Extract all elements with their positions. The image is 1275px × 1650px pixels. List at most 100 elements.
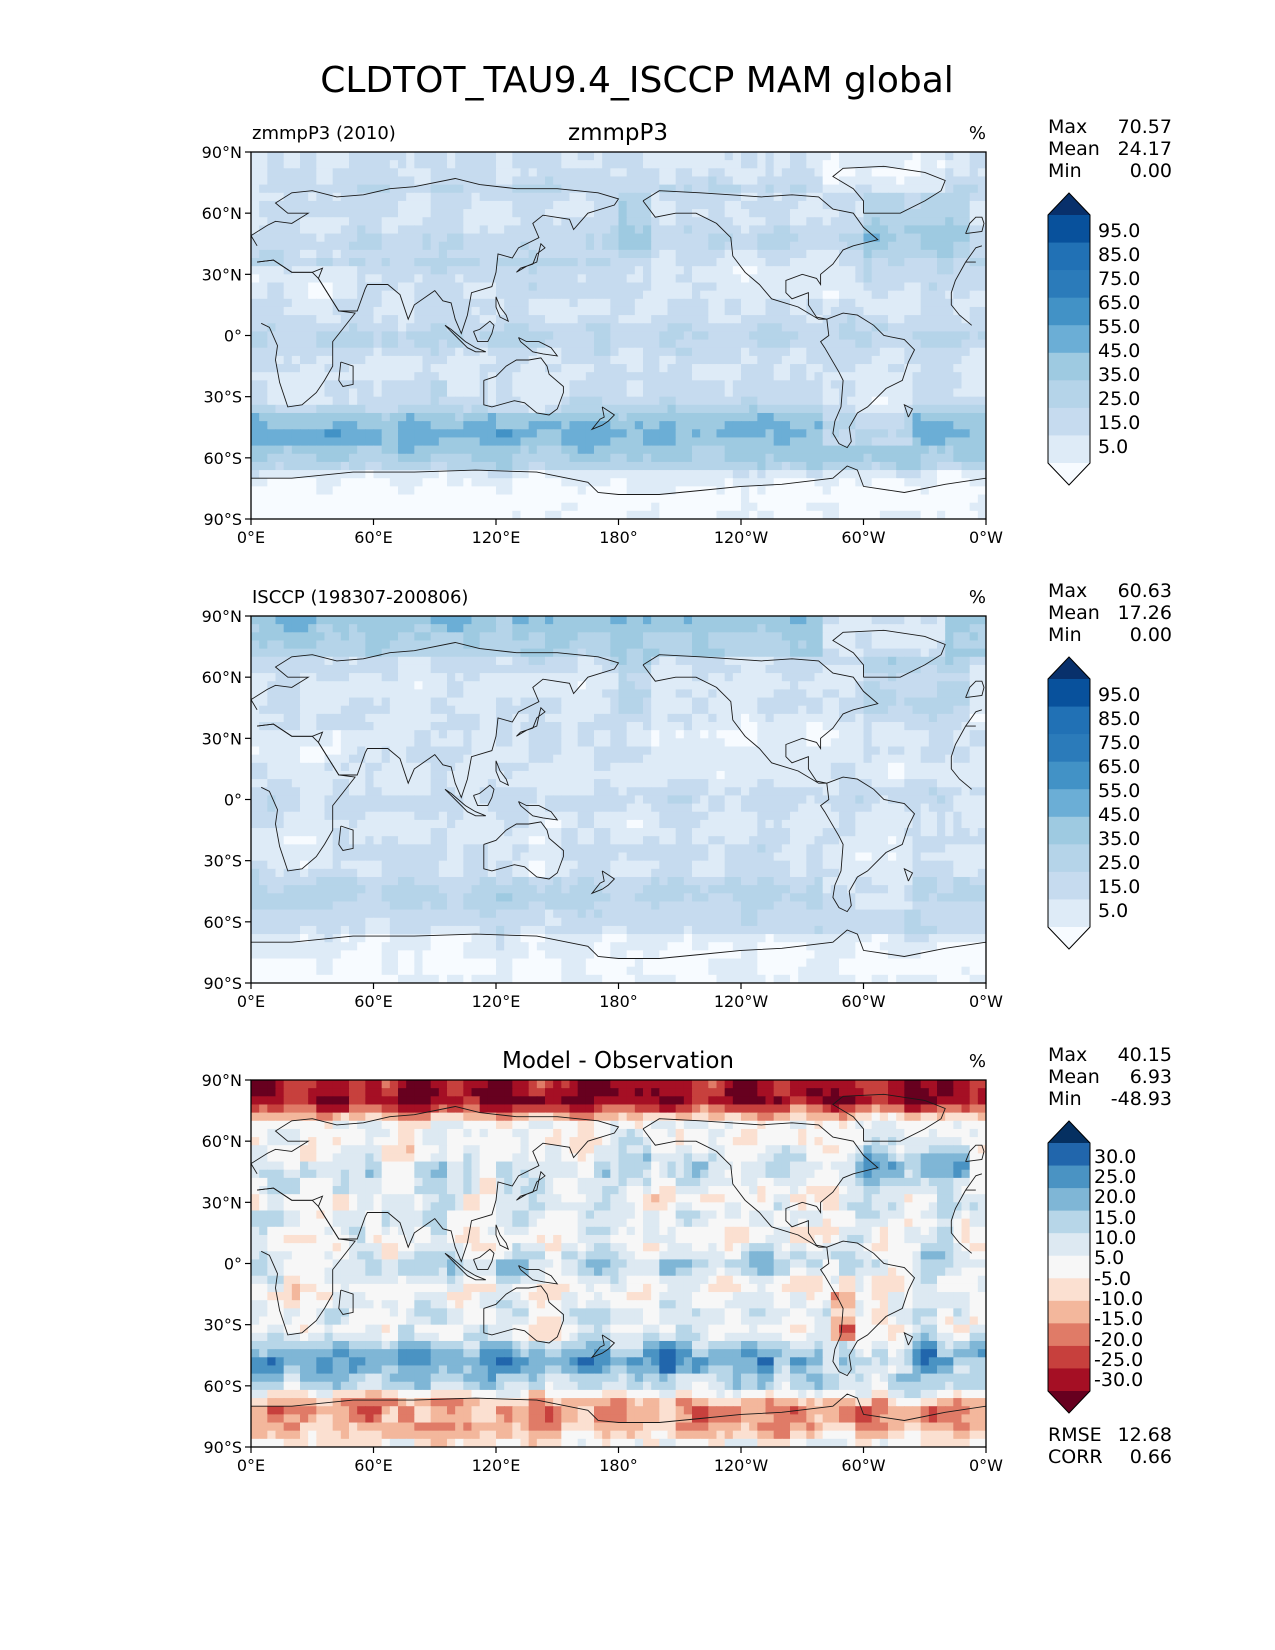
- heatmap-cell: [479, 152, 489, 161]
- heatmap-cell: [659, 298, 669, 308]
- heatmap-cell: [765, 664, 775, 674]
- heatmap-cell: [365, 478, 375, 487]
- heatmap-cell: [553, 429, 562, 439]
- heatmap-cell: [545, 200, 554, 210]
- heatmap-cell: [961, 502, 971, 512]
- heatmap-cell: [879, 624, 889, 633]
- heatmap-cell: [781, 388, 791, 398]
- heatmap-cell: [732, 274, 742, 284]
- heatmap-cell: [855, 364, 865, 373]
- heatmap-cell: [928, 225, 938, 235]
- heatmap-cell: [871, 298, 881, 308]
- heatmap-cell: [888, 347, 897, 357]
- heatmap-cell: [937, 412, 946, 422]
- heatmap-cell: [977, 502, 986, 512]
- heatmap-cell: [830, 640, 840, 650]
- heatmap-cell: [667, 486, 677, 496]
- heatmap-cell: [528, 225, 538, 235]
- heatmap-cell: [757, 364, 767, 373]
- heatmap-cell: [610, 412, 620, 422]
- heatmap-cell: [300, 470, 309, 479]
- heatmap-cell: [724, 192, 734, 202]
- heatmap-cell: [822, 249, 832, 259]
- heatmap-cell: [447, 437, 456, 447]
- colorbar-segment: [1048, 297, 1090, 326]
- heatmap-cell: [308, 648, 317, 658]
- heatmap-cell: [790, 315, 799, 324]
- heatmap-cell: [349, 339, 358, 349]
- heatmap-cell: [969, 225, 979, 235]
- heatmap-cell: [300, 640, 309, 650]
- heatmap-cell: [300, 323, 309, 333]
- heatmap-cell: [291, 421, 301, 430]
- heatmap-cell: [920, 648, 930, 658]
- heatmap-cell: [928, 331, 938, 341]
- heatmap-cell: [259, 347, 268, 357]
- heatmap-cell: [888, 168, 897, 178]
- heatmap-cell: [757, 664, 767, 674]
- heatmap-cell: [871, 266, 881, 275]
- heatmap-cell: [790, 290, 799, 300]
- heatmap-cell: [251, 209, 260, 218]
- heatmap-cell: [773, 290, 783, 300]
- heatmap-cell: [879, 315, 889, 324]
- heatmap-cell: [536, 315, 546, 324]
- heatmap-cell: [520, 152, 530, 161]
- heatmap-cell: [569, 372, 579, 381]
- heatmap-cell: [349, 355, 358, 365]
- heatmap-cell: [545, 209, 554, 218]
- heatmap-cell: [692, 388, 701, 398]
- heatmap-cell: [373, 258, 383, 267]
- heatmap-cell: [577, 396, 587, 406]
- heatmap-cell: [920, 282, 930, 292]
- heatmap-cell: [455, 331, 464, 341]
- heatmap-cell: [528, 209, 538, 218]
- heatmap-cell: [806, 315, 816, 324]
- heatmap-cell: [904, 184, 914, 194]
- heatmap-cell: [308, 673, 317, 682]
- heatmap-cell: [928, 339, 938, 349]
- stat-value: 70.57: [1118, 116, 1172, 138]
- heatmap-cell: [291, 355, 301, 365]
- heatmap-cell: [455, 689, 464, 699]
- heatmap-cell: [569, 478, 579, 487]
- heatmap-cell: [528, 176, 538, 186]
- heatmap-cell: [357, 616, 366, 625]
- heatmap-cell: [504, 355, 513, 365]
- heatmap-cell: [406, 421, 415, 430]
- heatmap-cell: [332, 274, 342, 284]
- heatmap-cell: [398, 200, 407, 210]
- heatmap-cell: [455, 200, 464, 210]
- heatmap-cell: [953, 486, 963, 496]
- heatmap-cell: [585, 241, 595, 251]
- heatmap-cell: [651, 632, 660, 642]
- heatmap-cell: [822, 339, 832, 349]
- heatmap-cell: [765, 266, 775, 275]
- heatmap-cell: [602, 648, 611, 658]
- heatmap-cell: [675, 486, 685, 496]
- heatmap-cell: [977, 306, 986, 316]
- heatmap-cell: [798, 453, 807, 463]
- heatmap-cell: [536, 640, 546, 650]
- heatmap-cell: [422, 616, 432, 625]
- heatmap-cell: [969, 192, 979, 202]
- heatmap-cell: [741, 632, 750, 642]
- heatmap-cell: [365, 306, 375, 316]
- heatmap-cell: [977, 241, 986, 251]
- heatmap-cell: [594, 372, 603, 381]
- heatmap-cell: [512, 339, 522, 349]
- heatmap-cell: [610, 176, 620, 186]
- heatmap-cell: [561, 364, 571, 373]
- heatmap-cell: [455, 168, 464, 178]
- heatmap-cell: [969, 673, 979, 682]
- heatmap-cell: [700, 225, 709, 235]
- heatmap-cell: [855, 339, 865, 349]
- heatmap-cell: [414, 689, 424, 699]
- heatmap-cell: [634, 290, 644, 300]
- heatmap-cell: [888, 396, 897, 406]
- heatmap-cell: [316, 290, 326, 300]
- heatmap-cell: [561, 494, 571, 504]
- heatmap-cell: [553, 192, 562, 202]
- heatmap-cell: [324, 241, 334, 251]
- heatmap-cell: [300, 404, 309, 414]
